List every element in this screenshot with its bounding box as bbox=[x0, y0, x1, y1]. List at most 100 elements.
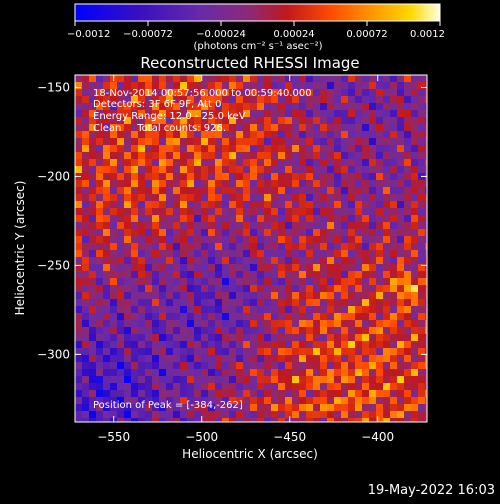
heatmap-cell bbox=[166, 138, 173, 145]
heatmap-cell bbox=[117, 96, 124, 103]
heatmap-cell bbox=[75, 341, 82, 348]
heatmap-cell bbox=[187, 334, 194, 341]
heatmap-cell bbox=[341, 236, 348, 243]
heatmap-cell bbox=[82, 355, 89, 362]
heatmap-cell bbox=[124, 89, 131, 96]
heatmap-cell bbox=[327, 264, 334, 271]
heatmap-cell bbox=[257, 362, 264, 369]
heatmap-cell bbox=[383, 75, 390, 82]
heatmap-cell bbox=[243, 341, 250, 348]
heatmap-cell bbox=[390, 103, 397, 110]
heatmap-cell bbox=[397, 131, 404, 138]
heatmap-cell bbox=[362, 138, 369, 145]
heatmap-cell bbox=[348, 187, 355, 194]
heatmap-cell bbox=[369, 222, 376, 229]
heatmap-cell bbox=[138, 243, 145, 250]
heatmap-cell bbox=[285, 376, 292, 383]
heatmap-cell bbox=[103, 152, 110, 159]
heatmap-cell bbox=[425, 292, 427, 299]
heatmap-cell bbox=[369, 145, 376, 152]
heatmap-cell bbox=[306, 278, 313, 285]
heatmap-cell bbox=[152, 117, 159, 124]
heatmap-cell bbox=[222, 229, 229, 236]
heatmap-cell bbox=[89, 194, 96, 201]
heatmap-cell bbox=[411, 299, 418, 306]
heatmap-cell bbox=[222, 131, 229, 138]
heatmap-cell bbox=[418, 222, 425, 229]
heatmap-cell bbox=[124, 222, 131, 229]
heatmap-cell bbox=[229, 222, 236, 229]
heatmap-cell bbox=[75, 278, 82, 285]
heatmap-cell bbox=[103, 110, 110, 117]
heatmap-cell bbox=[334, 110, 341, 117]
chart-title: Reconstructed RHESSI Image bbox=[140, 54, 359, 72]
heatmap-cell bbox=[75, 257, 82, 264]
heatmap-cell bbox=[194, 194, 201, 201]
heatmap-cell bbox=[348, 320, 355, 327]
heatmap-cell bbox=[194, 131, 201, 138]
heatmap-cell bbox=[264, 110, 271, 117]
heatmap-cell bbox=[425, 334, 427, 341]
heatmap-cell bbox=[159, 320, 166, 327]
heatmap-cell bbox=[341, 103, 348, 110]
heatmap-cell bbox=[397, 215, 404, 222]
heatmap-cell bbox=[425, 222, 427, 229]
heatmap-cell bbox=[278, 355, 285, 362]
heatmap-cell bbox=[348, 369, 355, 376]
heatmap-cell bbox=[82, 404, 89, 411]
heatmap-cell bbox=[243, 285, 250, 292]
heatmap-cell bbox=[131, 271, 138, 278]
heatmap-cell bbox=[369, 152, 376, 159]
heatmap-cell bbox=[117, 320, 124, 327]
heatmap-cell bbox=[229, 208, 236, 215]
heatmap-cell bbox=[152, 397, 159, 404]
heatmap-cell bbox=[257, 404, 264, 411]
heatmap-cell bbox=[75, 320, 82, 327]
heatmap-cell bbox=[215, 173, 222, 180]
heatmap-cell bbox=[390, 355, 397, 362]
heatmap-cell bbox=[425, 187, 427, 194]
heatmap-cell bbox=[159, 82, 166, 89]
heatmap-cell bbox=[75, 271, 82, 278]
heatmap-cell bbox=[257, 180, 264, 187]
heatmap-cell bbox=[131, 124, 138, 131]
heatmap-cell bbox=[376, 173, 383, 180]
heatmap-cell bbox=[250, 117, 257, 124]
heatmap-cell bbox=[327, 313, 334, 320]
heatmap-cell bbox=[194, 376, 201, 383]
heatmap-cell bbox=[96, 348, 103, 355]
heatmap-cell bbox=[397, 89, 404, 96]
heatmap-cell bbox=[404, 215, 411, 222]
heatmap-cell bbox=[110, 236, 117, 243]
heatmap-cell bbox=[383, 208, 390, 215]
heatmap-cell bbox=[341, 173, 348, 180]
heatmap-cell bbox=[166, 250, 173, 257]
heatmap-cell bbox=[215, 257, 222, 264]
heatmap-cell bbox=[306, 369, 313, 376]
peak-position-label: Position of Peak = [-384,-262] bbox=[93, 400, 243, 411]
heatmap-cell bbox=[180, 418, 187, 422]
heatmap-cell bbox=[397, 320, 404, 327]
heatmap-cell bbox=[89, 390, 96, 397]
heatmap-cell bbox=[82, 397, 89, 404]
heatmap-cell bbox=[159, 299, 166, 306]
heatmap-cell bbox=[110, 152, 117, 159]
heatmap-cell bbox=[425, 131, 427, 138]
heatmap-cell bbox=[327, 348, 334, 355]
heatmap-cell bbox=[124, 250, 131, 257]
heatmap-cell bbox=[89, 215, 96, 222]
heatmap-cell bbox=[257, 215, 264, 222]
heatmap-cell bbox=[201, 222, 208, 229]
heatmap-cell bbox=[236, 110, 243, 117]
heatmap-cell bbox=[341, 75, 348, 82]
heatmap-cell bbox=[117, 173, 124, 180]
heatmap-cell bbox=[173, 390, 180, 397]
heatmap-cell bbox=[187, 341, 194, 348]
heatmap-cell bbox=[271, 117, 278, 124]
heatmap-cell bbox=[299, 376, 306, 383]
heatmap-cell bbox=[306, 152, 313, 159]
heatmap-cell bbox=[411, 138, 418, 145]
heatmap-cell bbox=[159, 145, 166, 152]
heatmap-cell bbox=[362, 250, 369, 257]
heatmap-cell bbox=[362, 180, 369, 187]
